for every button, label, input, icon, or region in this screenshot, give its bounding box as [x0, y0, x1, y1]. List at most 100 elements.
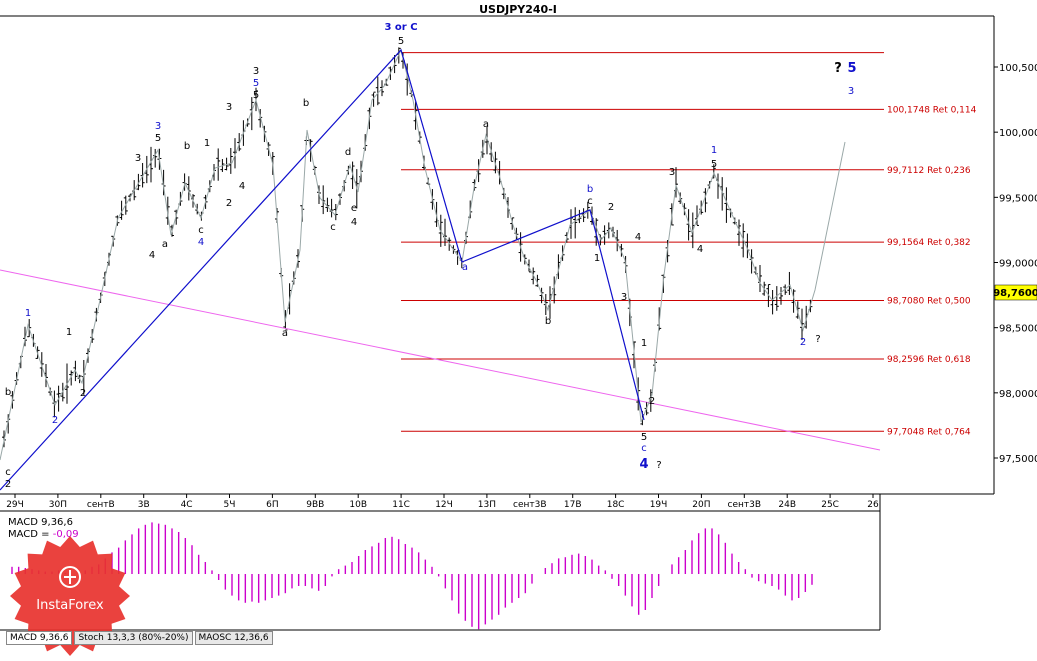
- date-tick-label: 25С: [821, 500, 839, 510]
- fib-label: 98,7080 Ret 0,500: [887, 297, 971, 307]
- wave-label: c: [5, 467, 11, 478]
- wave-label: b: [5, 387, 11, 398]
- date-tick-label: 24В: [778, 500, 796, 510]
- wave-label: 3: [669, 167, 675, 178]
- current-price-label: 98,7600: [993, 288, 1037, 299]
- wave-label: 3: [226, 102, 232, 113]
- wave-label: 4: [239, 181, 245, 192]
- wave-label: 1: [204, 138, 210, 149]
- date-tick-label: 6П: [266, 500, 279, 510]
- trend-line: [0, 269, 881, 451]
- trend-lines: [0, 269, 881, 451]
- price-ticks: 100,500 100,000 99,5000 99,0000 98,5000 98,00…: [994, 63, 1037, 465]
- wave-label: 5: [253, 78, 259, 89]
- wave-label: 5: [847, 61, 856, 76]
- wave-label: ?: [656, 460, 661, 471]
- wave-label: 2: [80, 388, 86, 399]
- wave-label: 4: [635, 232, 641, 243]
- date-tick-label: 13П: [478, 500, 496, 510]
- wave-label: 5: [398, 36, 404, 47]
- date-tick-label: 11С: [392, 500, 410, 510]
- date-tick-label: 17В: [564, 500, 582, 510]
- fib-label: 97,7048 Ret 0,764: [887, 427, 971, 437]
- wave-label: 1: [641, 338, 647, 349]
- wave-label: 1: [25, 308, 31, 319]
- wave-label: b: [303, 98, 309, 109]
- wave-label: 1: [711, 145, 717, 156]
- wave-label: 2: [226, 198, 232, 209]
- logo-star-badge: [10, 536, 130, 656]
- macd-value: -0,09: [53, 529, 79, 540]
- date-tick-label: 5Ч: [224, 500, 236, 510]
- macd-params-label: MACD 9,36,6: [8, 517, 73, 528]
- fib-label: 99,1564 Ret 0,382: [887, 238, 971, 248]
- date-tick-label: 4С: [181, 500, 193, 510]
- date-tick-label: 19Ч: [650, 500, 668, 510]
- price-tick-label: 98,0000: [999, 389, 1037, 400]
- wave-label: 5: [253, 90, 259, 101]
- wave-label: a: [483, 119, 489, 130]
- tab-maosc[interactable]: MAOSC 12,36,6: [194, 631, 273, 645]
- date-tick-label: 12Ч: [435, 500, 453, 510]
- date-ticks: 29Ч 30П сентВ 3В 4С 5Ч 6П 9ВВ 10В 11С 12Ч 13П сент3В…: [6, 494, 879, 510]
- date-tick-label: 26: [867, 500, 879, 510]
- tab-stoch[interactable]: Stoch 13,3,3 (80%-20%): [74, 631, 193, 645]
- price-tick-label: 99,0000: [999, 259, 1037, 270]
- price-tick-label: 100,000: [999, 128, 1037, 139]
- wave-label: 5: [155, 133, 161, 144]
- wave-label: 5: [711, 159, 717, 170]
- wave-label: 4: [351, 217, 357, 228]
- date-tick-label: 30П: [49, 500, 67, 510]
- wave-label: 2: [800, 337, 806, 348]
- wave-label: a: [462, 262, 468, 273]
- macd-value-prefix: MACD =: [8, 529, 53, 540]
- price-tick-label: 100,500: [999, 63, 1037, 74]
- logo-emblem: [59, 566, 81, 588]
- wave-label: 2: [52, 415, 58, 426]
- date-tick-label: сент3В: [513, 500, 547, 510]
- wave-label: c: [330, 222, 336, 233]
- indicator-tabs: MACD 9,36,6 Stoch 13,3,3 (80%-20%) MAOSC…: [6, 631, 273, 645]
- date-tick-label: 20П: [692, 500, 710, 510]
- wave-label: d: [345, 147, 351, 158]
- chart-title: USDJPY240-I: [479, 3, 557, 16]
- wave-label: 2: [608, 202, 614, 213]
- wave-label: c: [641, 443, 647, 454]
- wave-label: a: [282, 328, 288, 339]
- date-tick-label: 9ВВ: [306, 500, 324, 510]
- wave-label: 5: [641, 432, 647, 443]
- price-tick-label: 98,5000: [999, 324, 1037, 335]
- wave-path-minor: [0, 48, 846, 461]
- wave-label: ?: [815, 334, 820, 345]
- wave-label: 1: [66, 327, 72, 338]
- wave-label: 3: [135, 153, 141, 164]
- wave-label: e: [351, 203, 357, 214]
- wave-label: 2: [5, 479, 11, 490]
- wave-label: 3: [253, 66, 259, 77]
- date-tick-label: сентВ: [87, 500, 115, 510]
- date-tick-label: 29Ч: [6, 500, 24, 510]
- price-tick-label: 99,5000: [999, 193, 1037, 204]
- wave-paths: [0, 48, 846, 491]
- wave-label: 4: [639, 457, 648, 472]
- wave-label: 3: [621, 292, 627, 303]
- instaforex-logo: InstaForex: [10, 536, 130, 656]
- wave-label: b: [184, 141, 190, 152]
- tab-macd[interactable]: MACD 9,36,6: [6, 631, 73, 645]
- wave-label: 2: [649, 396, 655, 407]
- current-price-marker: [994, 284, 1037, 301]
- wave-label: 1: [594, 253, 600, 264]
- wave-label: b: [545, 316, 551, 327]
- date-tick-label: сент3В: [728, 500, 762, 510]
- wave-label: c: [198, 225, 204, 236]
- fib-label: 100,1748 Ret 0,114: [887, 105, 977, 115]
- date-tick-label: 18С: [607, 500, 625, 510]
- wave-path-major: [0, 48, 645, 491]
- wave-label: 3: [155, 121, 161, 132]
- wave-label: 3: [848, 86, 854, 97]
- macd-value-label: MACD = -0,09: [8, 529, 79, 540]
- wave-label: ?: [834, 61, 842, 76]
